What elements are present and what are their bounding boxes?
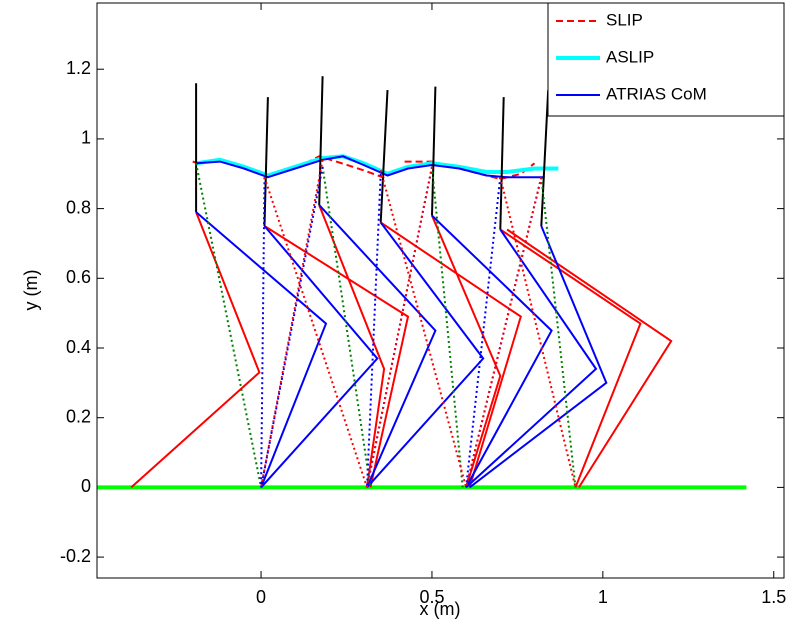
series-line xyxy=(195,76,550,230)
y-tick-label: 1.2 xyxy=(66,58,91,78)
legend-label: ATRIAS CoM xyxy=(606,84,707,103)
x-tick-label: 1.5 xyxy=(761,587,786,607)
x-axis-label: x (m) xyxy=(420,599,461,619)
x-tick-label: 0.5 xyxy=(419,587,444,607)
y-tick-label: 0.4 xyxy=(66,337,91,357)
axes-frame xyxy=(96,2,785,579)
legend-label: SLIP xyxy=(606,10,643,29)
legend-label: ASLIP xyxy=(606,47,654,66)
y-tick-label: 0 xyxy=(81,476,91,496)
x-tick-label: 1 xyxy=(598,587,608,607)
y-tick-label: -0.2 xyxy=(60,546,91,566)
series-line xyxy=(260,166,543,488)
y-tick-label: 0.2 xyxy=(66,406,91,426)
y-axis-label: y (m) xyxy=(21,270,41,311)
series-line xyxy=(195,163,577,488)
y-tick-label: 1 xyxy=(81,128,91,148)
y-tick-label: 0.6 xyxy=(66,267,91,287)
series-line xyxy=(196,155,545,179)
series-line xyxy=(260,159,577,488)
series-line xyxy=(195,154,559,178)
series-line xyxy=(195,204,608,489)
y-tick-label: 0.8 xyxy=(66,197,91,217)
legend: SLIP ASLIP ATRIAS CoM xyxy=(547,2,785,117)
x-tick-label: 0 xyxy=(256,587,266,607)
series-line xyxy=(130,204,673,489)
